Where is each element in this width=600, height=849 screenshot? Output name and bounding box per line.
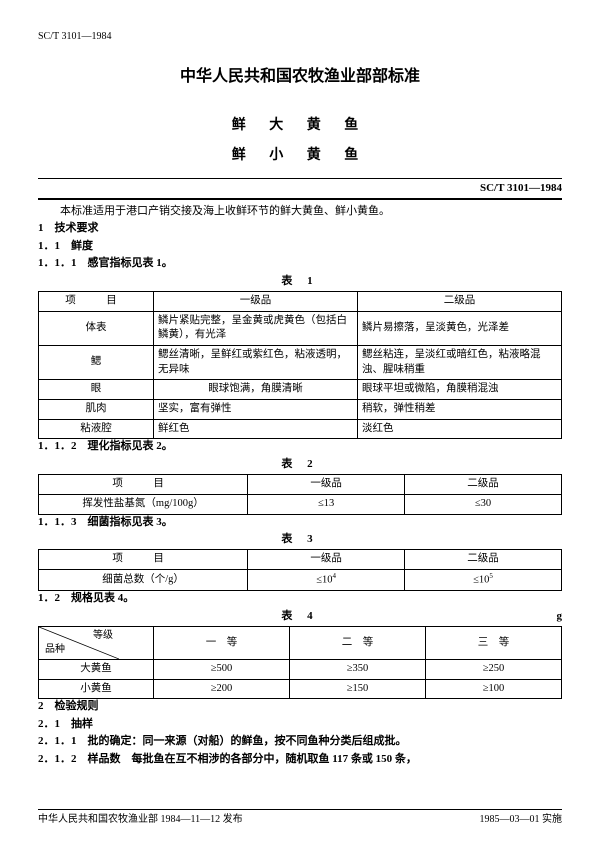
diagonal-header: 等级 品种 xyxy=(39,627,154,660)
section-1: 1 技术要求 xyxy=(38,221,562,236)
section-2: 2 检验规则 xyxy=(38,699,562,714)
table1-caption: 表 1 xyxy=(38,274,562,289)
section-1-1-3: 1．1．3 细菌指标见表 3。 xyxy=(38,515,562,530)
table-row: 细菌总数（个/g） ≤104 ≤105 xyxy=(39,570,562,591)
table-row: 大黄鱼≥500≥350≥250 xyxy=(39,660,562,680)
table4-unit: g xyxy=(557,609,563,624)
table1-header-2: 二级品 xyxy=(358,291,562,311)
table-3: 项 目 一级品 二级品 细菌总数（个/g） ≤104 ≤105 xyxy=(38,549,562,591)
footer-right: 1985—03—01 实施 xyxy=(480,813,563,827)
table4-header-1: 二 等 xyxy=(290,627,426,660)
section-1-1-1: 1．1．1 感官指标见表 1。 xyxy=(38,256,562,271)
table3-header-2: 二级品 xyxy=(405,550,562,570)
table1-header-0: 项 目 xyxy=(39,291,154,311)
main-title: 中华人民共和国农牧渔业部部标准 xyxy=(38,66,562,88)
subtitle-2: 鲜 小 黄 鱼 xyxy=(38,146,562,166)
table-row: 鳃鳃丝清晰，呈鲜红或紫红色，粘液透明，无异味鳃丝粘连，呈淡红或暗红色，粘液略混浊… xyxy=(39,345,562,379)
table-row: 项 目 一级品 二级品 xyxy=(39,475,562,495)
table2-caption: 表 2 xyxy=(38,457,562,472)
table-row: 眼眼球饱满，角膜清晰眼球平坦或微陷，角膜稍混浊 xyxy=(39,380,562,400)
table-row: 项 目 一级品 二级品 xyxy=(39,550,562,570)
table3-header-0: 项 目 xyxy=(39,550,248,570)
table-2: 项 目 一级品 二级品 挥发性盐基氮（mg/100g） ≤13 ≤30 xyxy=(38,474,562,514)
table-row: 小黄鱼≥200≥150≥100 xyxy=(39,679,562,699)
table-1: 项 目 一级品 二级品 体表鳞片紧贴完整，呈金黄或虎黄色（包括白鳞黄），有光泽鳞… xyxy=(38,291,562,440)
table-row: 等级 品种 一 等 二 等 三 等 xyxy=(39,627,562,660)
sc-code-line: SC/T 3101—1984 xyxy=(38,178,562,200)
header-code: SC/T 3101—1984 xyxy=(38,30,562,44)
t3-g1: ≤104 xyxy=(248,570,405,591)
footer-left: 中华人民共和国农牧渔业部 1984—11—12 发布 xyxy=(38,813,243,827)
table-row: 项 目 一级品 二级品 xyxy=(39,291,562,311)
section-1-2: 1．2 规格见表 4。 xyxy=(38,591,562,606)
table-4: 等级 品种 一 等 二 等 三 等 大黄鱼≥500≥350≥250 小黄鱼≥20… xyxy=(38,626,562,699)
table3-header-1: 一级品 xyxy=(248,550,405,570)
table-row: 挥发性盐基氮（mg/100g） ≤13 ≤30 xyxy=(39,494,562,514)
intro-paragraph: 本标准适用于港口产销交接及海上收鲜环节的鲜大黄鱼、鲜小黄鱼。 xyxy=(38,204,562,219)
table4-header-0: 一 等 xyxy=(154,627,290,660)
section-2-1: 2．1 抽样 xyxy=(38,717,562,732)
section-1-1-2: 1．1．2 理化指标见表 2。 xyxy=(38,439,562,454)
t3-g2: ≤105 xyxy=(405,570,562,591)
page-footer: 中华人民共和国农牧渔业部 1984—11—12 发布 1985—03—01 实施 xyxy=(38,809,562,827)
subtitle-1: 鲜 大 黄 鱼 xyxy=(38,116,562,136)
table1-header-1: 一级品 xyxy=(154,291,358,311)
table3-caption: 表 3 xyxy=(38,532,562,547)
table2-header-0: 项 目 xyxy=(39,475,248,495)
table-row: 粘液腔鲜红色淡红色 xyxy=(39,419,562,439)
table-row: 肌肉坚实，富有弹性稍软，弹性稍差 xyxy=(39,400,562,420)
table4-header-2: 三 等 xyxy=(425,627,561,660)
table4-caption: 表 4 xyxy=(38,609,562,624)
section-2-1-1: 2．1．1 批的确定：同一来源（对船）的鲜鱼，按不同鱼种分类后组成批。 xyxy=(38,734,562,749)
section-1-1: 1．1 鲜度 xyxy=(38,239,562,254)
table2-header-1: 一级品 xyxy=(248,475,405,495)
section-2-1-2: 2．1．2 样品数 每批鱼在互不相涉的各部分中，随机取鱼 117 条或 150 … xyxy=(38,752,562,767)
table-row: 体表鳞片紧贴完整，呈金黄或虎黄色（包括白鳞黄），有光泽鳞片易擦落，呈淡黄色，光泽… xyxy=(39,311,562,345)
table2-header-2: 二级品 xyxy=(405,475,562,495)
